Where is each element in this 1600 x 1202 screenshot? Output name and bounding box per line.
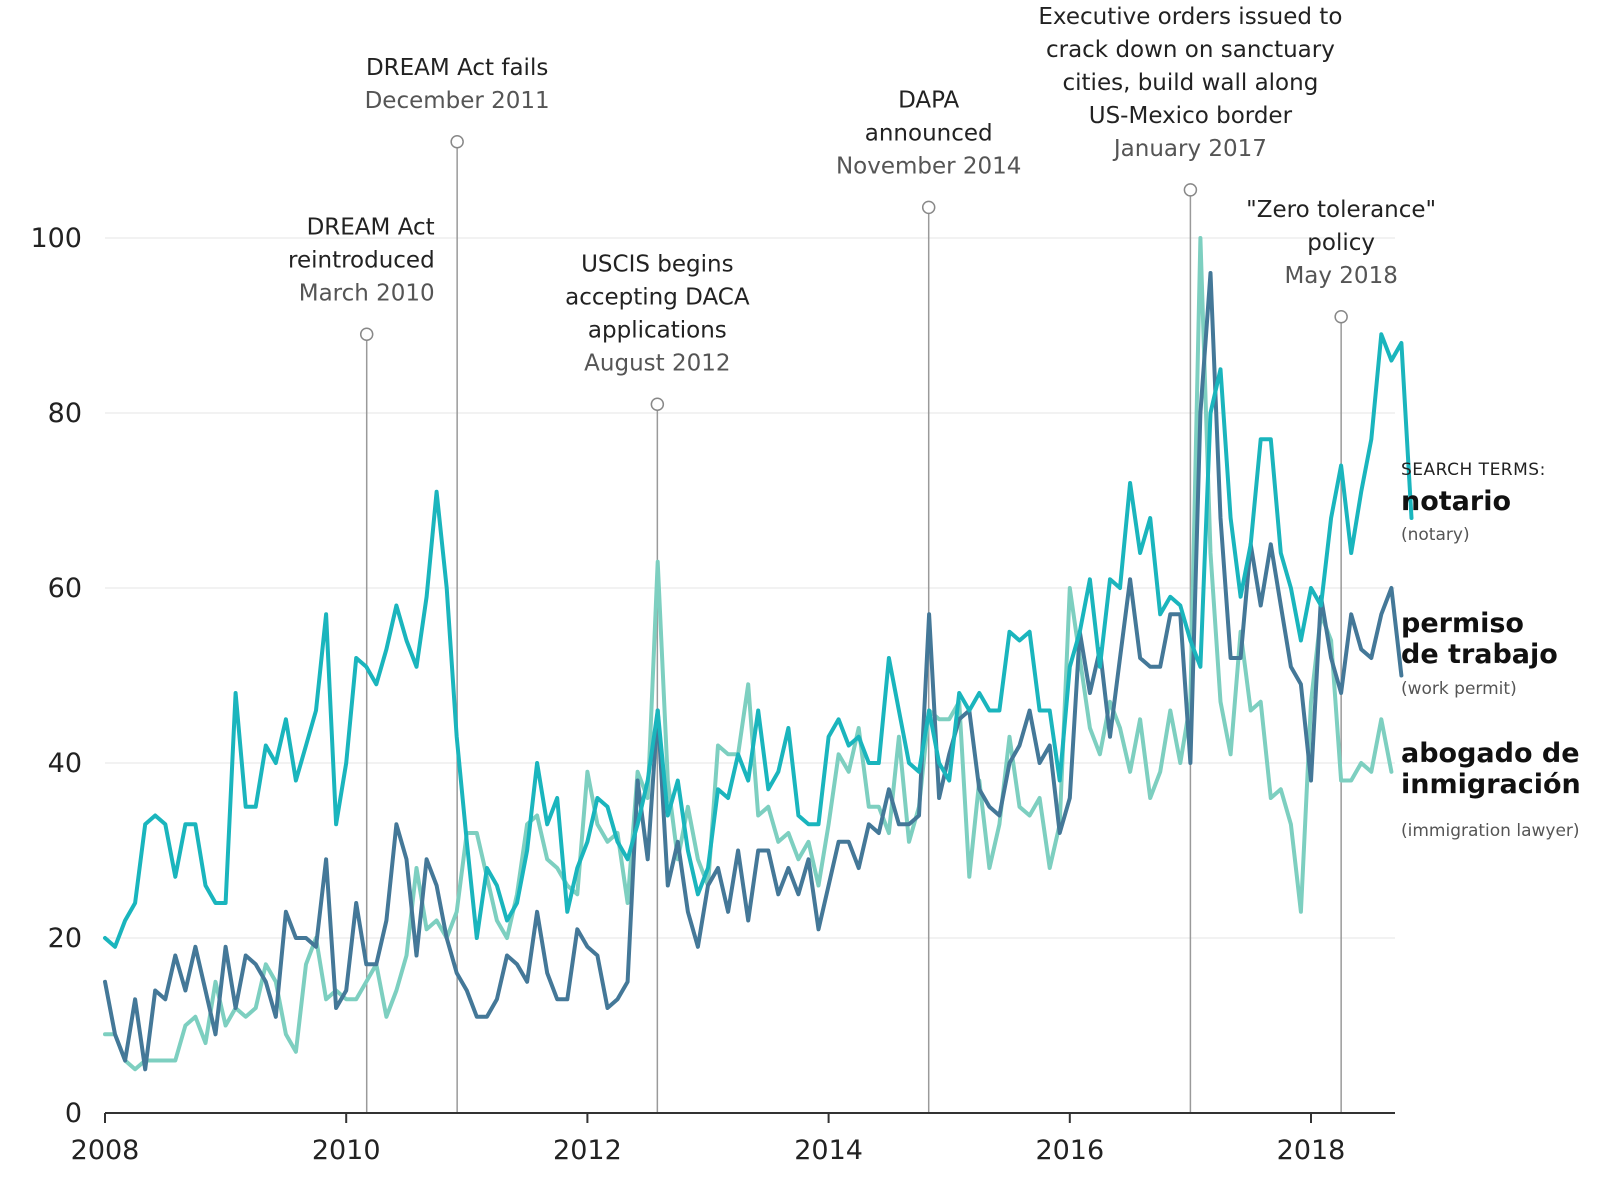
annotation-title: accepting DACA: [565, 284, 750, 310]
series-line-abogado: [103, 236, 1394, 1072]
annotation-title: US-Mexico border: [1089, 103, 1293, 129]
legend: SEARCH TERMS: notario (notary) permiso de t…: [1401, 460, 1581, 841]
annotation-date: December 2011: [365, 88, 550, 114]
legend-translation-notario: (notary): [1401, 525, 1470, 545]
annotation-marker: [650, 397, 665, 411]
y-tick-label: 60: [48, 573, 82, 604]
legend-term-abogado: abogado de inmigración: [1401, 738, 1581, 800]
y-tick-label: 100: [30, 223, 82, 254]
annotation-title: announced: [865, 120, 993, 146]
series-line-permiso: [103, 271, 1404, 1072]
annotation-title: reintroduced: [288, 247, 435, 273]
x-tick-label: 2010: [312, 1135, 381, 1166]
y-tick-label: 0: [65, 1098, 82, 1129]
annotation-title: DAPA: [898, 87, 959, 113]
annotation-date: March 2010: [299, 280, 435, 306]
annotation-marker: [450, 135, 464, 149]
grid-lines: [105, 237, 1395, 939]
legend-translation-permiso: (work permit): [1401, 679, 1517, 699]
series-line-notario: [103, 332, 1414, 949]
x-tick-label: 2018: [1277, 1135, 1346, 1166]
annotation-date: November 2014: [836, 153, 1022, 179]
annotation-date: January 2017: [1112, 136, 1267, 162]
annotation-lines: [365, 147, 1342, 1113]
annotation-title: DREAM Act fails: [366, 55, 548, 81]
annotation-title: crack down on sanctuary: [1046, 37, 1335, 63]
y-tick-label: 20: [48, 923, 82, 954]
annotation-date: August 2012: [584, 350, 730, 376]
annotation-title: policy: [1307, 230, 1375, 256]
annotation-marker: [1183, 183, 1198, 197]
axes: 0 20 40 60 80 100 2008 2010 2012 2014 2016 2018: [30, 223, 1395, 1166]
x-tick-label: 2008: [71, 1135, 140, 1166]
annotation-marker: [1334, 310, 1348, 324]
legend-term-notario: notario: [1401, 486, 1511, 517]
annotation-title: cities, build wall along: [1063, 70, 1319, 96]
annotation-title: "Zero tolerance": [1246, 197, 1436, 223]
annotation-marker: [359, 327, 374, 341]
legend-term-permiso: permiso de trabajo: [1401, 608, 1558, 670]
x-tick-label: 2014: [794, 1135, 863, 1166]
annotation-labels: DREAM Act reintroduced March 2010 DREAM Act…: [288, 4, 1436, 411]
x-tick-label: 2012: [553, 1135, 622, 1166]
y-tick-label: 40: [48, 748, 82, 779]
annotation-title: USCIS begins: [581, 251, 734, 277]
legend-translation-abogado: (immigration lawyer): [1401, 821, 1580, 841]
annotation-title: applications: [588, 317, 727, 343]
y-tick-label: 80: [48, 398, 82, 429]
annotation-title: Executive orders issued to: [1038, 4, 1342, 30]
x-tick-label: 2016: [1035, 1135, 1104, 1166]
series-lines: [103, 236, 1414, 1072]
annotation-marker: [921, 200, 936, 215]
annotation-title: DREAM Act: [307, 214, 435, 240]
legend-header: SEARCH TERMS:: [1401, 460, 1546, 480]
annotation-date: May 2018: [1284, 263, 1397, 289]
